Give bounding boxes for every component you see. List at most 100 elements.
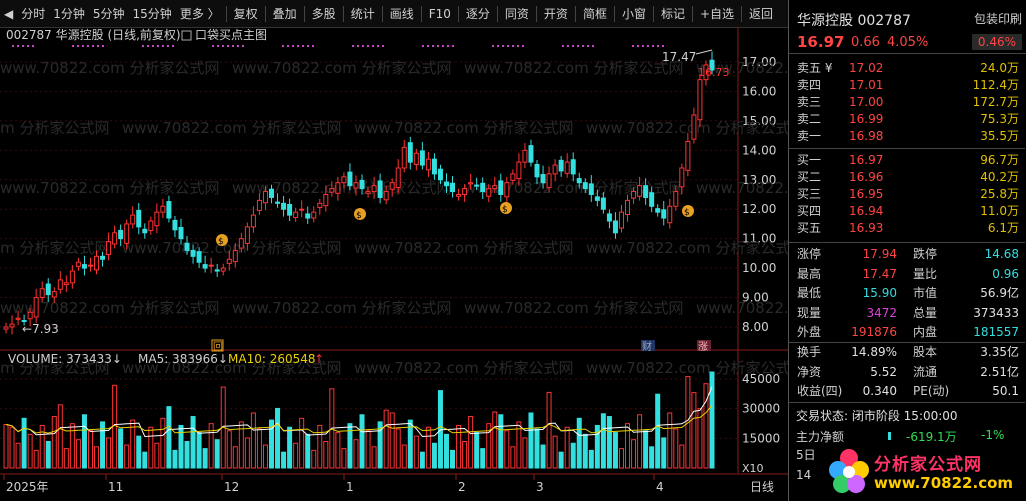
volume-bar <box>256 428 262 469</box>
signal-dot <box>17 45 19 47</box>
ask-level-1[interactable]: 卖五 ¥ 17.02 24.0万 <box>789 60 1025 77</box>
toolbar-zixuan-button[interactable]: +自选 <box>699 6 735 21</box>
signal-dot <box>92 45 94 47</box>
toolbar-divider <box>535 5 537 22</box>
ask-level-3[interactable]: 卖三 17.00 172.7万 <box>789 94 1025 111</box>
toolbar-jianjie-button[interactable]: 简框 <box>582 6 607 21</box>
quote-stats: 涨停 17.94 跌停 14.68 最高 17.47 量比 0.96 最低 15.90 市值 56.9… <box>789 245 1025 343</box>
signal-dot <box>427 45 429 47</box>
volume-bar <box>625 423 631 469</box>
bid-level-3[interactable]: 买三 16.95 25.8万 <box>789 186 1025 203</box>
candle-body <box>232 249 238 263</box>
toolbar-duogu-button[interactable]: 多股 <box>311 6 336 21</box>
bid-price: 16.93 <box>849 221 884 235</box>
bid-vol: 25.8万 <box>980 187 1019 201</box>
candle-body <box>576 178 582 184</box>
candle-body <box>130 214 136 225</box>
volume-bar <box>281 451 287 469</box>
signal-dot <box>357 45 359 47</box>
watermark-text: www.70822.com 分析家公式网 <box>586 359 788 377</box>
ask-label: 卖二 <box>797 112 822 126</box>
volume-bar <box>94 446 100 469</box>
toolbar-diejia-button[interactable]: 叠加 <box>272 6 297 21</box>
toolbar-xiaochuang-button[interactable]: 小窗 <box>621 6 646 21</box>
volume-bar <box>39 424 45 469</box>
toolbar-zhubi-button[interactable]: 逐分 <box>465 6 490 21</box>
volume-bar <box>178 424 184 469</box>
toolbar-biaoji-button[interactable]: 标记 <box>660 6 685 21</box>
stat-v2: 50.1 <box>992 384 1019 398</box>
candle-body <box>160 205 166 213</box>
toolbar-divider <box>457 5 459 22</box>
ask-level-4[interactable]: 卖二 16.99 75.3万 <box>789 111 1025 128</box>
bid-level-1[interactable]: 买一 16.97 96.7万 <box>789 152 1025 169</box>
toolbar-more-button[interactable]: 更多 〉 <box>179 6 220 21</box>
volume-bar <box>468 416 474 469</box>
signal-dot <box>77 45 79 47</box>
watermark-text: www.70822.com 分析家公式网 <box>122 359 342 377</box>
kline-chart[interactable]: 17.00 16.00 15.00 14.00 13.00 12.00 11.00 10.00… <box>0 28 788 501</box>
volume-bar <box>600 413 606 469</box>
toolbar-intraday-button[interactable]: 分时 <box>21 6 46 21</box>
candle-body <box>106 241 112 256</box>
bid-label: 买四 <box>797 204 822 218</box>
volume-bar <box>100 421 106 469</box>
bid-level-5[interactable]: 买五 16.93 6.1万 <box>789 220 1025 237</box>
volume-bar <box>27 433 33 469</box>
stat-v2: 3.35亿 <box>980 345 1019 359</box>
toolbar-divider <box>496 5 498 22</box>
volume-bar <box>208 423 214 469</box>
signal-dot <box>367 45 369 47</box>
candle-body <box>250 214 256 228</box>
signal-dot <box>662 45 664 47</box>
bid-level-2[interactable]: 买二 16.96 40.2万 <box>789 169 1025 186</box>
status-divider <box>789 402 1025 403</box>
bid-level-4[interactable]: 买四 16.94 11.0万 <box>789 203 1025 220</box>
candle-body <box>540 173 546 184</box>
candle-body <box>612 220 618 234</box>
price-tick-label: 16.00 <box>742 84 776 98</box>
toolbar-kaizi-button[interactable]: 开资 <box>543 6 568 21</box>
signal-dot <box>642 45 644 47</box>
stat-row: 涨停 17.94 跌停 14.68 <box>789 245 1025 265</box>
stat-row: 最高 17.47 量比 0.96 <box>789 265 1025 285</box>
candle-body <box>480 182 486 193</box>
watermark-text: www.70822.com 分析家公式网 <box>0 359 110 377</box>
toolbar-f10-button[interactable]: F10 <box>428 6 451 21</box>
candle-body <box>347 171 353 187</box>
candle-body <box>359 179 365 190</box>
candle-body <box>498 180 504 195</box>
toolbar-15min-button[interactable]: 15分钟 <box>132 6 172 21</box>
signal-dot <box>592 45 594 47</box>
signal-dot <box>522 45 524 47</box>
ask-level-2[interactable]: 卖四 17.01 112.4万 <box>789 77 1025 94</box>
toolbar-1min-button[interactable]: 1分钟 <box>53 6 85 21</box>
toolbar-arrow-button[interactable]: ◀ <box>4 6 14 21</box>
signal-dot <box>162 45 164 47</box>
time-label: 1 <box>346 480 354 494</box>
toolbar-fanhui-button[interactable]: 返回 <box>749 6 774 21</box>
signal-dot <box>312 45 314 47</box>
stat-row: 最低 15.90 市值 56.9亿 <box>789 284 1025 304</box>
watermark-text: www.70822.com 分析家公式网 <box>696 179 788 197</box>
candle-body <box>588 183 594 195</box>
toolbar-5min-button[interactable]: 5分钟 <box>92 6 125 21</box>
volume-bar <box>311 449 317 469</box>
toolbar-tongji-button[interactable]: 统计 <box>350 6 375 21</box>
ask-level-5[interactable]: 卖一 16.98 35.5万 <box>789 128 1025 145</box>
stats-divider <box>789 242 1025 243</box>
money-bag-icon <box>500 202 512 214</box>
candle-body <box>606 213 612 222</box>
price-tick-label: 8.00 <box>742 320 769 334</box>
toolbar-fuquan-button[interactable]: 复权 <box>233 6 258 21</box>
sector-name[interactable]: 包装印刷 <box>973 12 1022 26</box>
candle-body <box>365 191 371 194</box>
toolbar-tongzi-button[interactable]: 同资 <box>504 6 529 21</box>
toolbar-divider <box>420 5 422 22</box>
toolbar-huaxian-button[interactable]: 画线 <box>389 6 414 21</box>
candle-body <box>166 201 172 219</box>
candle-body <box>456 194 462 197</box>
volume-bar <box>160 417 166 469</box>
stat-l2: 总量 <box>913 305 938 320</box>
volume-bar <box>81 414 87 469</box>
